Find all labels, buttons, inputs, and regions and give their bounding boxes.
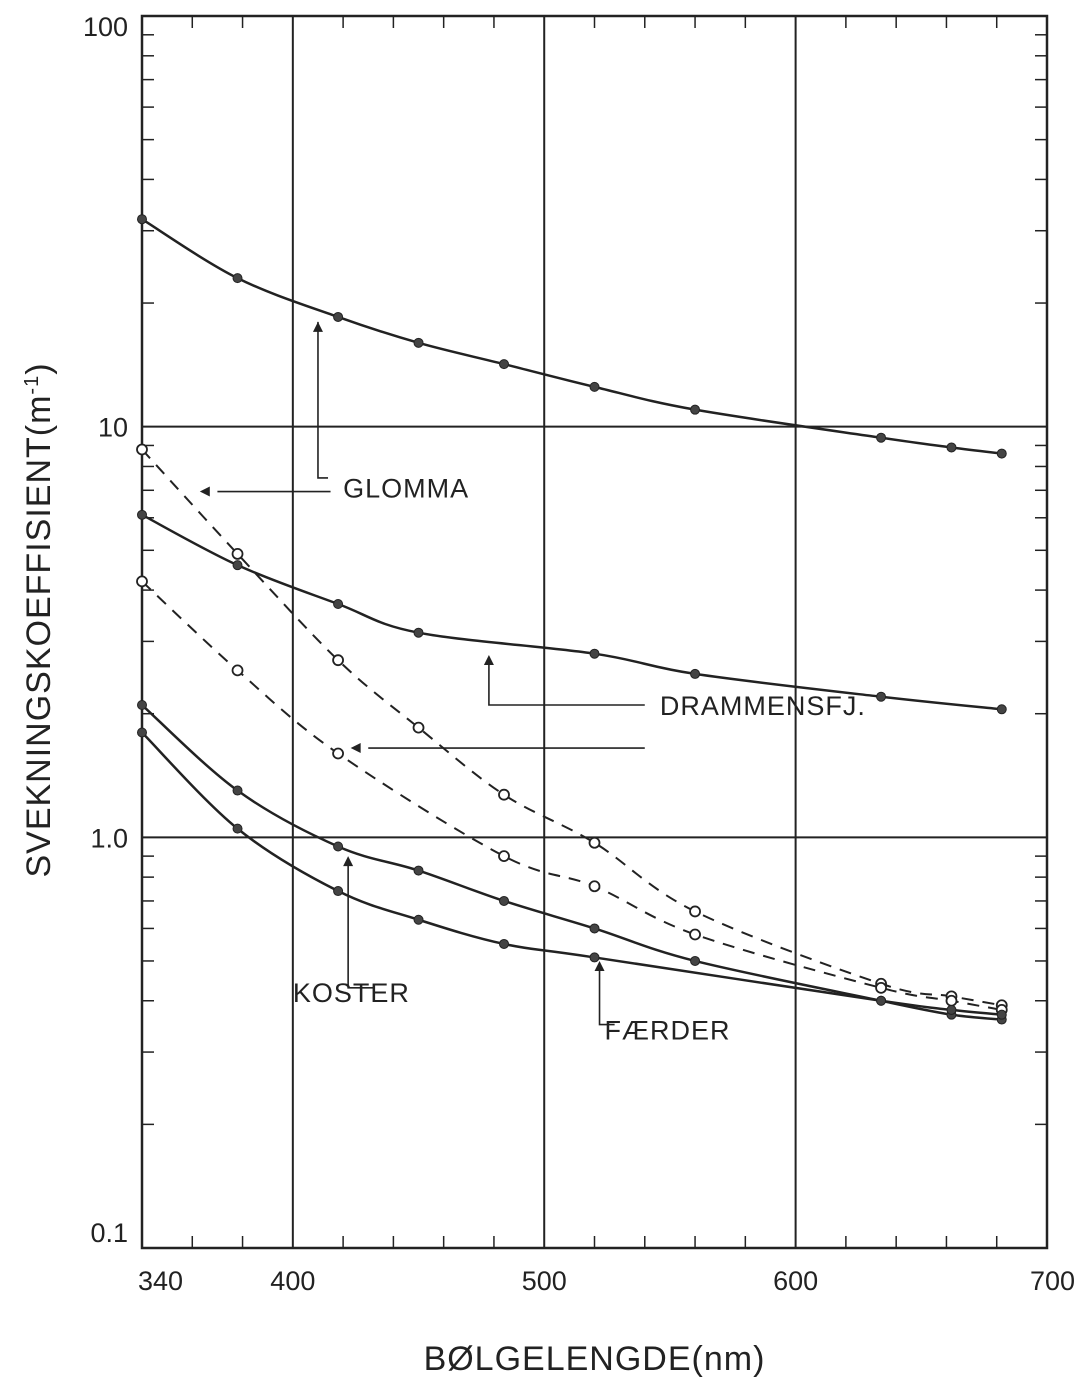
data-point [996,1009,1007,1020]
annotation-label-4: FÆRDER [605,1016,731,1046]
data-point [413,627,424,638]
series-5 [137,700,1007,1025]
data-point [690,668,701,679]
y-tick-labels: 0.1 1.0 10 100 [83,12,128,1248]
series-line [141,218,1002,455]
data-point [231,664,244,677]
minor-ticks [142,16,1047,1248]
data-point [136,443,148,456]
series-2 [137,509,1007,715]
data-point [333,886,344,897]
data-point [413,337,424,348]
data-point [875,981,887,994]
data-point [588,880,601,893]
data-point [498,788,510,801]
data-point [499,359,509,370]
data-point [137,700,147,711]
plot-frame [140,14,1049,1250]
data-point [412,721,425,734]
data-point [332,747,344,760]
pointer-arrowhead [343,856,354,867]
y-axis-title-main: SVEKNINGSKOEFFISIENT(m [20,395,58,878]
series-line [141,731,1002,1016]
x-tick-label: 700 [1030,1266,1075,1296]
pointer-arrowhead [312,321,323,332]
data-point [876,432,887,443]
data-point [136,575,148,588]
annotations: GLOMMA DRAMMENSFJ. KOSTER FÆRDER [293,474,866,1046]
x-tick-label: 600 [773,1266,818,1296]
y-axis-title: SVEKNINGSKOEFFISIENT(m-1) [20,362,58,877]
data-point [232,273,243,284]
pointer-arrowhead [350,743,361,754]
x-axis-title: BØLGELENGDE(nm) [424,1340,766,1378]
data-point [996,704,1007,715]
data-point [137,214,147,225]
grid-lines [142,16,1047,1248]
data-point [876,995,887,1006]
pointer-arrowhead [199,486,210,497]
x-tick-label: 500 [522,1266,567,1296]
data-point [333,311,344,322]
data-point [589,923,600,934]
data-point [137,509,147,520]
series-1 [137,214,1007,459]
pointer-arrowhead [483,654,494,665]
y-tick-label: 10 [98,413,128,443]
y-axis-title-superscript: -1 [21,375,43,395]
data-point [333,598,344,609]
data-point [232,785,243,796]
pointer-arrowhead [594,960,605,971]
data-point [689,905,701,918]
series-group [136,214,1008,1025]
data-point [876,691,887,702]
data-point [333,841,344,852]
data-point [689,928,701,941]
series-3 [136,443,1008,1012]
data-point [232,823,243,834]
data-point [499,895,509,906]
x-tick-label: 340 [138,1266,183,1296]
data-point [946,1004,957,1015]
data-point [499,938,509,949]
data-point [498,850,510,863]
y-tick-label: 0.1 [90,1218,128,1248]
pointer-line [598,964,615,1026]
data-point [332,654,344,667]
series-line [141,704,1002,1021]
pointer-line [347,860,374,989]
data-point [996,448,1007,459]
data-point [231,547,244,560]
series-line [141,513,1002,711]
data-point [137,727,147,738]
data-point [232,560,243,571]
data-point [945,994,958,1007]
annotation-label-1: GLOMMA [343,474,469,504]
annotation-label-3: KOSTER [293,978,410,1008]
series-line [141,580,1002,1011]
data-point [690,404,701,415]
annotation-label-2: DRAMMENSFJ. [660,691,866,721]
pointer-line [488,656,645,706]
data-point [413,865,424,876]
y-axis-title-end: ) [20,362,58,374]
y-tick-label: 1.0 [90,823,128,853]
data-point [589,381,600,392]
x-tick-labels: 340 400 500 600 700 [138,1266,1075,1296]
pointer-line [317,321,329,479]
data-point [946,442,957,453]
data-point [589,648,600,659]
data-point [413,914,424,925]
x-tick-label: 400 [270,1266,315,1296]
series-4 [136,575,1008,1016]
annotation-pointers [199,321,645,1026]
series-6 [137,727,1007,1020]
y-tick-label: 100 [83,12,128,42]
data-point [588,836,601,849]
data-point [690,955,701,966]
data-point [589,952,600,963]
